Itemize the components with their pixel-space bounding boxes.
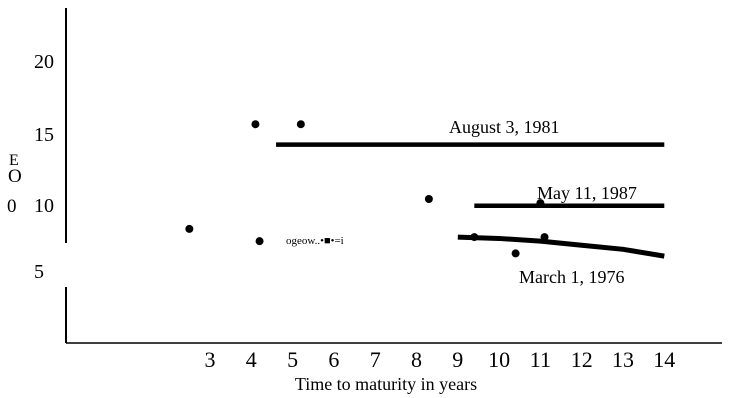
- x-tick-label: 13: [612, 347, 634, 372]
- series-label-may: May 11, 1987: [537, 183, 637, 203]
- y-axis-label: E O 0: [7, 152, 22, 217]
- x-tick-labels: 3 4 5 6 7 8 9 10 11 12 13 14: [205, 347, 676, 372]
- x-tick-label: 3: [205, 347, 216, 372]
- stray-text: ogeow..•■•=i: [286, 235, 344, 247]
- x-tick-label: 12: [571, 347, 593, 372]
- y-tick-labels: 5 10 15 20: [34, 51, 54, 283]
- series-label-august: August 3, 1981: [449, 117, 560, 137]
- data-point: [540, 233, 549, 242]
- y-tick-label: 10: [34, 195, 54, 217]
- x-tick-label: 7: [370, 347, 381, 372]
- x-tick-label: 11: [530, 347, 551, 372]
- data-point: [511, 249, 520, 258]
- series-label-march: March 1, 1976: [519, 267, 624, 287]
- data-point: [251, 120, 260, 129]
- data-point: [296, 120, 305, 129]
- y-tick-label: 20: [34, 51, 54, 73]
- data-point: [255, 237, 264, 246]
- series-line: [457, 234, 665, 259]
- x-tick-label: 4: [246, 347, 257, 372]
- series-labels: August 3, 1981 May 11, 1987 March 1, 197…: [449, 117, 637, 287]
- data-point: [470, 233, 479, 242]
- x-tick-label: 5: [287, 347, 298, 372]
- data-point: [424, 195, 433, 203]
- x-tick-label: 6: [328, 347, 339, 372]
- x-axis-label: Time to maturity in years: [295, 374, 477, 394]
- y-axis-label-0: 0: [7, 196, 17, 217]
- x-tick-label: 8: [411, 347, 422, 372]
- y-tick-label: 5: [34, 261, 44, 283]
- y-axis-label-o: O: [8, 166, 22, 187]
- data-point: [185, 224, 194, 233]
- chart-axes: [65, 8, 722, 344]
- x-tick-label: 9: [452, 347, 463, 372]
- y-axis-label-e: E: [9, 152, 19, 169]
- data-point: [536, 199, 545, 208]
- x-tick-label: 10: [488, 347, 510, 372]
- y-tick-label: 15: [34, 124, 54, 146]
- x-tick-label: 14: [653, 347, 675, 372]
- series-layer: [185, 120, 665, 259]
